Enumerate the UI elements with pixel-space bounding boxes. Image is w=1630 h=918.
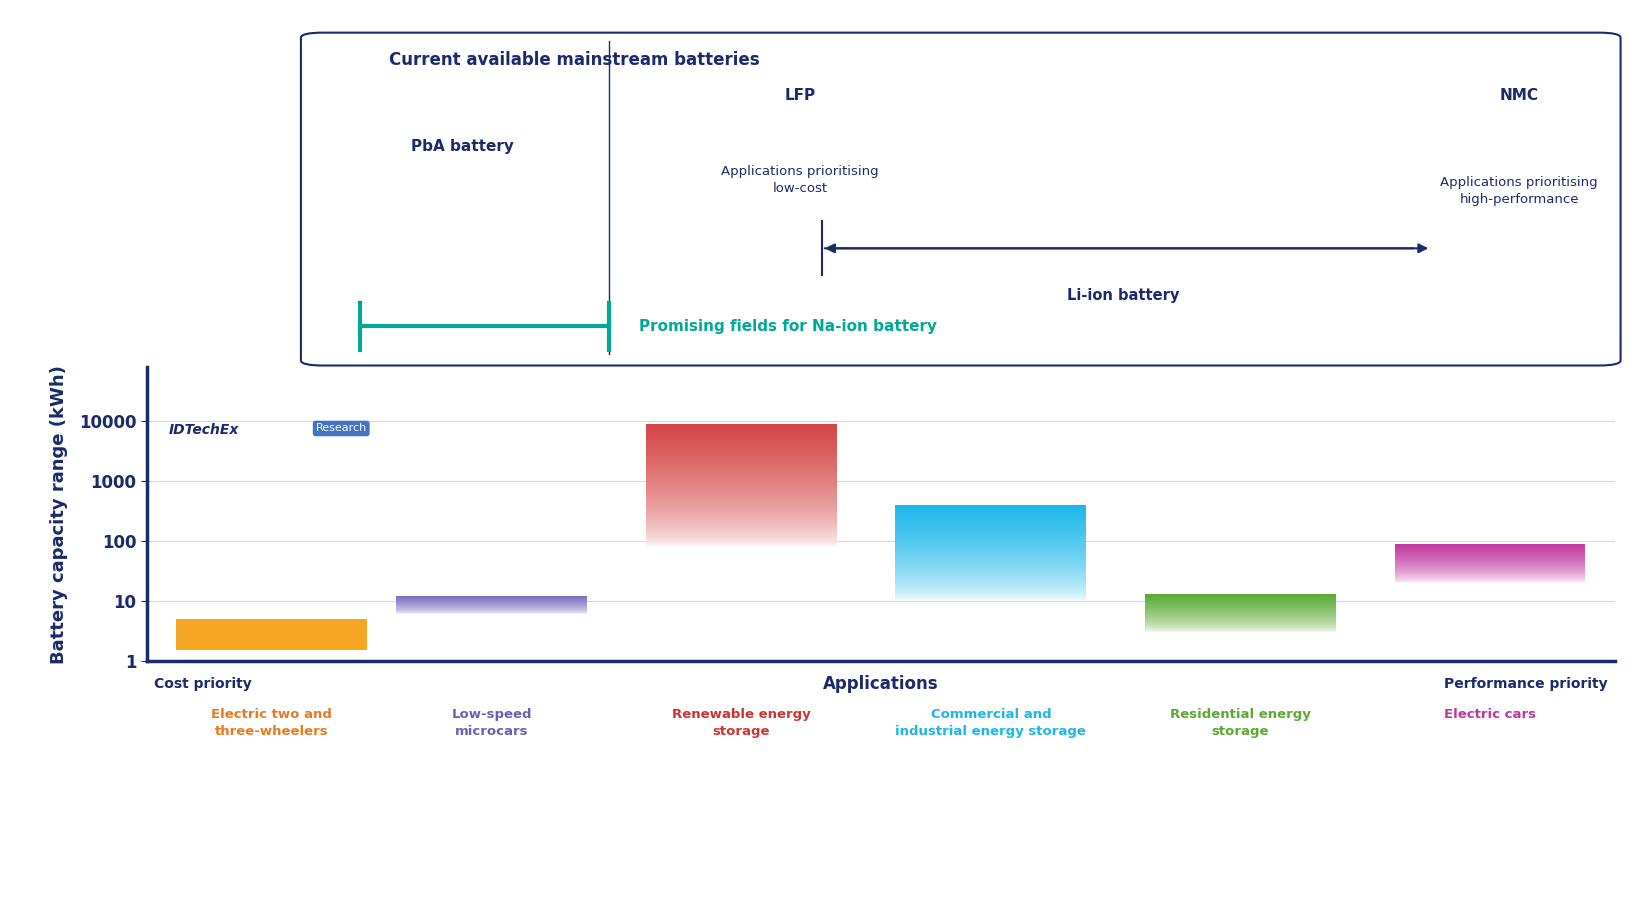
Text: Current available mainstream batteries: Current available mainstream batteries [388,51,760,70]
Text: Renewable energy
storage: Renewable energy storage [672,708,810,738]
Text: Performance priority: Performance priority [1443,677,1607,691]
Text: IDTechEx: IDTechEx [168,423,240,438]
Text: PbA battery: PbA battery [411,139,513,154]
FancyBboxPatch shape [300,33,1620,365]
Text: Li-ion battery: Li-ion battery [1066,288,1178,303]
Text: Applications prioritising
high-performance: Applications prioritising high-performan… [1439,175,1597,206]
Text: Research: Research [315,423,367,433]
Text: Residential energy
storage: Residential energy storage [1169,708,1311,738]
Text: Applications: Applications [823,675,937,693]
Text: Commercial and
industrial energy storage: Commercial and industrial energy storage [895,708,1086,738]
Text: NMC: NMC [1500,88,1537,103]
Text: Cost priority: Cost priority [153,677,251,691]
Text: Electric two and
three-wheelers: Electric two and three-wheelers [210,708,333,738]
Text: Low-speed
microcars: Low-speed microcars [452,708,531,738]
Text: Promising fields for Na-ion battery: Promising fields for Na-ion battery [639,319,936,334]
Text: Applications prioritising
low-cost: Applications prioritising low-cost [720,165,879,196]
Text: LFP: LFP [784,88,815,103]
Y-axis label: Battery capacity range (kWh): Battery capacity range (kWh) [51,364,68,664]
Text: Electric cars: Electric cars [1443,708,1535,721]
